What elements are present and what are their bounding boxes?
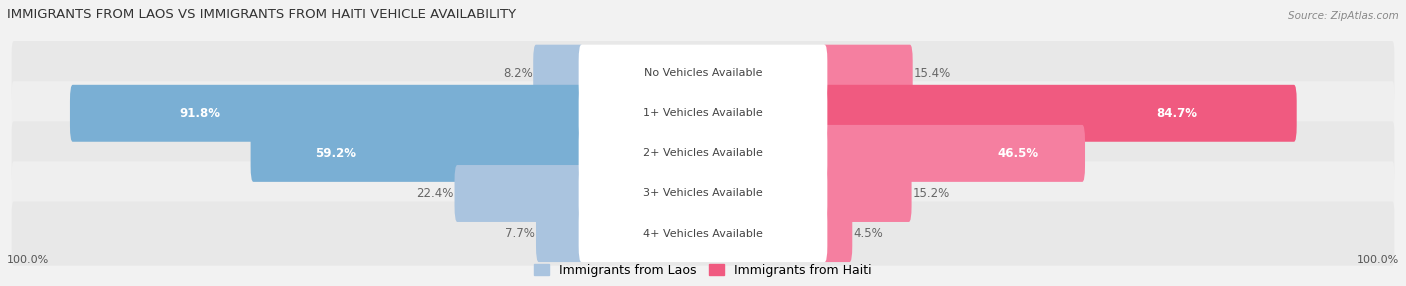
Text: IMMIGRANTS FROM LAOS VS IMMIGRANTS FROM HAITI VEHICLE AVAILABILITY: IMMIGRANTS FROM LAOS VS IMMIGRANTS FROM … — [7, 8, 516, 21]
FancyBboxPatch shape — [11, 161, 1395, 226]
Text: 15.2%: 15.2% — [912, 187, 949, 200]
Text: 4+ Vehicles Available: 4+ Vehicles Available — [643, 229, 763, 239]
FancyBboxPatch shape — [823, 205, 852, 262]
Text: Source: ZipAtlas.com: Source: ZipAtlas.com — [1288, 11, 1399, 21]
Text: 4.5%: 4.5% — [853, 227, 883, 240]
Text: 7.7%: 7.7% — [505, 227, 536, 240]
Text: 2+ Vehicles Available: 2+ Vehicles Available — [643, 148, 763, 158]
FancyBboxPatch shape — [536, 205, 583, 262]
Text: 15.4%: 15.4% — [914, 67, 950, 80]
FancyBboxPatch shape — [11, 121, 1395, 185]
FancyBboxPatch shape — [533, 45, 583, 102]
FancyBboxPatch shape — [579, 125, 827, 182]
FancyBboxPatch shape — [823, 45, 912, 102]
FancyBboxPatch shape — [579, 85, 827, 142]
Text: 91.8%: 91.8% — [180, 107, 221, 120]
Text: 1+ Vehicles Available: 1+ Vehicles Available — [643, 108, 763, 118]
FancyBboxPatch shape — [579, 165, 827, 222]
FancyBboxPatch shape — [11, 202, 1395, 266]
Text: No Vehicles Available: No Vehicles Available — [644, 68, 762, 78]
Text: 8.2%: 8.2% — [503, 67, 533, 80]
FancyBboxPatch shape — [579, 205, 827, 262]
Text: 59.2%: 59.2% — [315, 147, 356, 160]
FancyBboxPatch shape — [11, 81, 1395, 145]
FancyBboxPatch shape — [823, 165, 911, 222]
Legend: Immigrants from Laos, Immigrants from Haiti: Immigrants from Laos, Immigrants from Ha… — [529, 259, 877, 282]
FancyBboxPatch shape — [11, 41, 1395, 105]
Text: 3+ Vehicles Available: 3+ Vehicles Available — [643, 188, 763, 198]
FancyBboxPatch shape — [454, 165, 583, 222]
FancyBboxPatch shape — [579, 45, 827, 102]
FancyBboxPatch shape — [823, 85, 1296, 142]
FancyBboxPatch shape — [823, 125, 1085, 182]
Text: 100.0%: 100.0% — [7, 255, 49, 265]
Text: 22.4%: 22.4% — [416, 187, 454, 200]
Text: 84.7%: 84.7% — [1156, 107, 1197, 120]
Text: 100.0%: 100.0% — [1357, 255, 1399, 265]
Text: 46.5%: 46.5% — [997, 147, 1039, 160]
FancyBboxPatch shape — [250, 125, 583, 182]
FancyBboxPatch shape — [70, 85, 583, 142]
